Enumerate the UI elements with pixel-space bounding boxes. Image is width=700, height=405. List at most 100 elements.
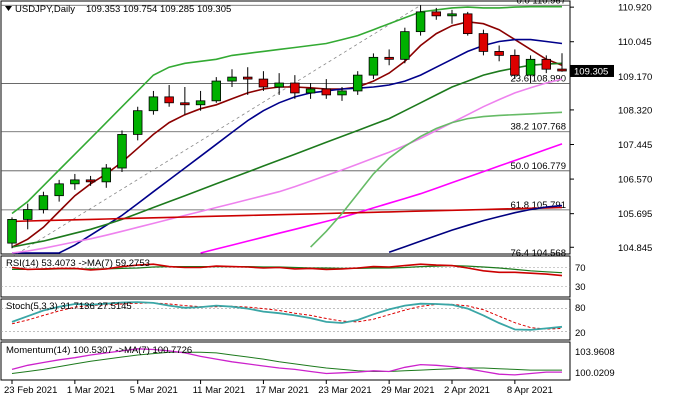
collapse-triangle-icon[interactable] — [5, 6, 12, 11]
candle — [384, 49, 394, 66]
candle — [164, 85, 174, 107]
main-panel-frame — [0, 0, 571, 255]
candle — [54, 179, 64, 202]
rsi-panel[interactable]: RSI(14) 53.4073 ->MA(7) 59.2753 70 30 — [0, 255, 586, 298]
candle — [180, 86, 190, 115]
candle — [290, 75, 300, 99]
candle — [274, 73, 284, 95]
candle — [85, 175, 96, 186]
time-tick-label: 8 Apr 2021 — [507, 385, 553, 396]
price-tick-label: 110.045 — [618, 37, 652, 48]
moving-average-line — [11, 5, 562, 215]
candle — [22, 203, 33, 230]
candle — [352, 71, 363, 95]
stochastic-lines — [1, 301, 570, 332]
fibonacci-level-label: 76.4 104.568 — [511, 248, 566, 259]
candle — [431, 7, 442, 20]
time-tick-label: 23 Feb 2021 — [4, 385, 57, 396]
candle — [462, 11, 473, 36]
momentum-label: Momentum(14) 100.5307 ->MA(7) 100.7726 — [6, 345, 192, 356]
candle — [195, 90, 206, 111]
moving-average-line — [200, 143, 563, 254]
candle — [38, 191, 49, 214]
candle — [227, 69, 237, 87]
momentum-line — [11, 348, 562, 376]
current-price-tag — [570, 64, 614, 77]
stoch-k-line — [11, 301, 563, 331]
candle — [132, 106, 143, 141]
candle — [447, 9, 457, 24]
stoch-tick-20: 20 — [575, 328, 586, 339]
candle — [541, 55, 552, 74]
rsi-tick-70: 70 — [575, 263, 586, 274]
moving-average-line — [11, 206, 563, 223]
rsi-tick-30: 30 — [575, 282, 586, 293]
candle — [148, 90, 159, 115]
moving-average-line — [11, 62, 563, 248]
candle — [400, 27, 410, 64]
moving-average-line — [388, 204, 563, 253]
moving-average-line — [11, 78, 563, 254]
candle — [258, 71, 269, 91]
stoch-tick-80: 80 — [575, 303, 586, 314]
candle — [478, 29, 489, 56]
candle — [510, 49, 520, 80]
candle — [101, 164, 112, 188]
price-tick-label: 105.695 — [618, 209, 652, 220]
moving-average-line — [310, 111, 563, 248]
time-tick-label: 1 Mar 2021 — [67, 385, 115, 396]
candle — [368, 53, 379, 80]
price-tick-label: 109.170 — [618, 72, 652, 83]
fibonacci-level-label: 38.2 107.768 — [511, 122, 566, 133]
candle — [305, 83, 316, 99]
time-tick-label: 2 Apr 2021 — [444, 385, 490, 396]
candle — [415, 5, 426, 36]
candle — [70, 173, 80, 190]
rsi-line — [11, 263, 563, 277]
time-tick-label: 17 Mar 2021 — [255, 385, 308, 396]
candlesticks — [7, 5, 567, 249]
momentum-tick-high: 103.9608 — [575, 347, 615, 358]
candle — [494, 45, 504, 62]
candle — [117, 130, 127, 172]
stoch-panel[interactable]: Stoch(5,3,3) 31.7136 27.5145 80 20 — [0, 298, 586, 341]
time-tick-label: 11 Mar 2021 — [193, 385, 246, 396]
chart-ohlc: 109.353 109.754 109.285 109.305 — [86, 4, 231, 15]
price-tick-label: 110.920 — [618, 3, 652, 14]
fibonacci-level-label: 50.0 106.779 — [511, 161, 566, 172]
candle — [211, 77, 222, 103]
chart-symbol: USDJPY,Daily — [15, 4, 75, 15]
price-axis: 110.920 110.045 109.170 108.320 107.445 106.5… — [570, 3, 652, 254]
momentum-tick-low: 100.0209 — [575, 368, 615, 379]
candle — [557, 53, 567, 72]
main-panel[interactable]: 0.0 110.967 23.6 108.990 38.2 107.768 50.0 … — [0, 0, 652, 259]
rsi-panel-frame — [0, 255, 571, 298]
rsi-label: RSI(14) 53.4073 ->MA(7) 59.2753 — [6, 258, 150, 269]
rsi-lines — [1, 263, 570, 287]
candle — [321, 79, 332, 99]
fibonacci-level-label: 23.6 108.990 — [511, 73, 566, 84]
price-tick-label: 108.320 — [618, 105, 652, 116]
candle — [242, 67, 253, 95]
momentum-ma-line — [11, 351, 562, 374]
time-axis: 23 Feb 2021 1 Mar 2021 5 Mar 2021 11 Mar 20… — [4, 380, 553, 396]
fibonacci-level-label: 61.8 105.791 — [511, 200, 566, 211]
moving-average-line — [12, 38, 563, 254]
stoch-d-line — [11, 302, 563, 330]
stoch-label: Stoch(5,3,3) 31.7136 27.5145 — [6, 301, 132, 312]
candle — [525, 55, 536, 84]
time-tick-label: 23 Mar 2021 — [318, 385, 371, 396]
time-tick-label: 29 Mar 2021 — [381, 385, 434, 396]
price-tick-label: 104.845 — [618, 243, 652, 254]
time-tick-label: 5 Mar 2021 — [130, 385, 178, 396]
candle — [7, 217, 17, 249]
fibonacci-level-label: 0.0 110.967 — [517, 0, 566, 6]
candle — [337, 86, 347, 101]
fibonacci-trend-line — [11, 4, 421, 258]
price-tick-label: 107.445 — [618, 140, 652, 151]
price-tick-label: 106.570 — [618, 175, 652, 186]
momentum-panel[interactable]: Momentum(14) 100.5307 ->MA(7) 100.7726 1… — [0, 341, 615, 381]
current-price-label: 109.305 — [574, 66, 608, 77]
